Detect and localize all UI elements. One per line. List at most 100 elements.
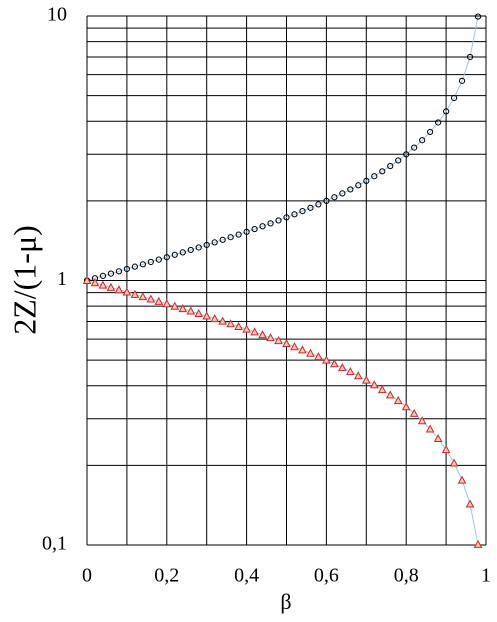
marker: [371, 173, 378, 180]
marker: [338, 363, 347, 372]
marker: [427, 128, 434, 136]
marker: [82, 275, 92, 284]
x-tick-label: 0,6: [314, 565, 339, 587]
marker: [353, 371, 363, 380]
marker: [179, 249, 186, 256]
marker: [186, 306, 196, 315]
marker: [450, 94, 458, 102]
marker: [441, 445, 451, 454]
marker: [234, 321, 243, 330]
marker: [202, 311, 212, 320]
marker: [425, 424, 435, 433]
marker: [474, 13, 482, 20]
marker: [331, 194, 338, 201]
marker: [210, 314, 220, 323]
marker: [235, 231, 242, 238]
marker: [170, 301, 180, 310]
marker: [307, 204, 314, 211]
marker: [130, 289, 140, 298]
marker: [306, 348, 315, 357]
marker: [219, 236, 226, 243]
marker: [449, 458, 459, 467]
marker: [401, 402, 411, 411]
marker: [433, 434, 443, 443]
marker: [267, 220, 274, 227]
marker: [330, 359, 339, 368]
marker: [203, 241, 210, 249]
marker: [299, 208, 306, 215]
marker: [291, 211, 298, 218]
marker: [466, 53, 474, 61]
marker: [251, 225, 258, 233]
marker: [138, 292, 148, 301]
marker: [379, 168, 386, 175]
marker: [139, 261, 146, 268]
marker: [417, 416, 427, 425]
marker: [283, 214, 290, 221]
marker: [363, 177, 370, 184]
marker: [259, 223, 266, 230]
marker: [290, 342, 299, 351]
marker: [178, 304, 188, 313]
marker: [314, 352, 323, 361]
marker: [346, 367, 355, 376]
marker: [258, 330, 267, 339]
series-line: [86, 16, 479, 281]
marker: [154, 296, 164, 305]
marker: [147, 258, 154, 266]
marker: [395, 157, 402, 164]
marker: [282, 339, 291, 348]
marker: [163, 254, 170, 261]
marker: [315, 201, 322, 208]
marker: [458, 77, 466, 84]
marker: [385, 390, 395, 399]
y-tick-label: 0,1: [42, 533, 67, 555]
marker: [114, 285, 124, 294]
marker: [171, 251, 178, 258]
x-tick-label: 0: [82, 565, 92, 587]
y-tick-label: 10: [47, 4, 67, 26]
marker: [90, 278, 100, 287]
marker: [227, 234, 234, 241]
marker: [99, 272, 107, 280]
marker: [266, 333, 275, 342]
marker: [457, 475, 467, 484]
marker: [162, 299, 172, 308]
marker: [274, 336, 283, 345]
marker: [411, 144, 418, 151]
marker: [123, 265, 131, 273]
marker: [355, 182, 362, 189]
marker: [155, 256, 162, 263]
marker: [211, 239, 218, 246]
marker: [243, 228, 250, 235]
series-line: [86, 280, 479, 545]
marker: [473, 539, 483, 548]
marker: [361, 375, 371, 384]
x-axis-title: β: [280, 589, 291, 614]
marker: [146, 294, 156, 303]
marker: [419, 137, 426, 144]
y-tick-label: 1: [57, 268, 67, 290]
marker: [322, 355, 331, 364]
x-tick-label: 1: [481, 565, 491, 587]
x-tick-label: 0,2: [154, 565, 179, 587]
marker: [323, 197, 330, 204]
marker: [131, 263, 138, 270]
marker: [465, 499, 475, 508]
x-tick-label: 0,4: [234, 565, 259, 587]
marker: [435, 119, 442, 126]
y-axis-title: 2Z/(1-μ): [6, 225, 42, 335]
marker: [98, 280, 108, 289]
marker: [298, 345, 307, 354]
marker: [443, 108, 450, 115]
marker: [369, 380, 379, 389]
marker: [187, 246, 194, 254]
marker: [339, 190, 346, 197]
marker: [377, 385, 387, 394]
marker: [393, 396, 403, 405]
marker: [218, 316, 227, 325]
marker: [409, 408, 419, 417]
marker: [250, 327, 259, 336]
